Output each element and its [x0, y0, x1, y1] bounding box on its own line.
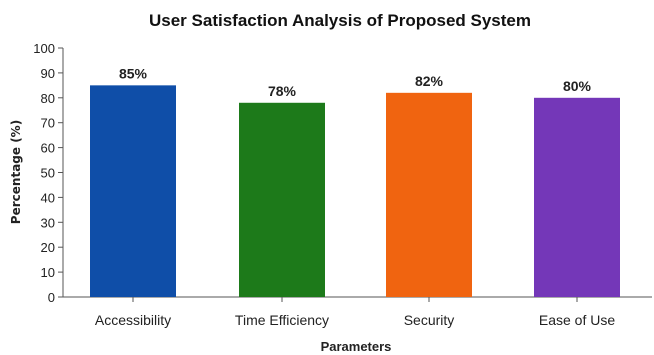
- x-axis-label: Parameters: [321, 339, 392, 354]
- y-tick-label: 20: [41, 240, 55, 255]
- y-axis-label: Percentage (%): [9, 120, 23, 224]
- data-label-3: 80%: [563, 78, 592, 94]
- y-tick-label: 100: [33, 41, 55, 56]
- data-label-2: 82%: [415, 73, 444, 89]
- y-tick-label: 70: [41, 116, 55, 131]
- x-tick-label-0: Accessibility: [95, 312, 171, 328]
- data-label-1: 78%: [268, 83, 297, 99]
- y-tick-label: 80: [41, 91, 55, 106]
- y-tick-label: 10: [41, 265, 55, 280]
- x-tick-label-1: Time Efficiency: [235, 312, 329, 328]
- bar-1: [239, 102, 325, 297]
- bar-0: [90, 85, 176, 297]
- y-tick-label: 50: [41, 166, 55, 181]
- bar-3: [534, 97, 620, 297]
- x-tick-label-3: Ease of Use: [539, 312, 615, 328]
- y-tick-label: 40: [41, 190, 55, 205]
- x-tick-label-2: Security: [404, 312, 455, 328]
- y-tick-label: 60: [41, 141, 55, 156]
- y-tick-label: 90: [41, 66, 55, 81]
- data-label-0: 85%: [119, 65, 148, 81]
- y-tick-label: 0: [48, 290, 55, 305]
- y-tick-label: 30: [41, 215, 55, 230]
- plot-area: 0 10 20 30 40 50 60 70 80 90 100 85% Accessibility 78…: [33, 41, 652, 328]
- bar-2: [386, 92, 472, 297]
- chart-title: User Satisfaction Analysis of Proposed S…: [149, 11, 531, 30]
